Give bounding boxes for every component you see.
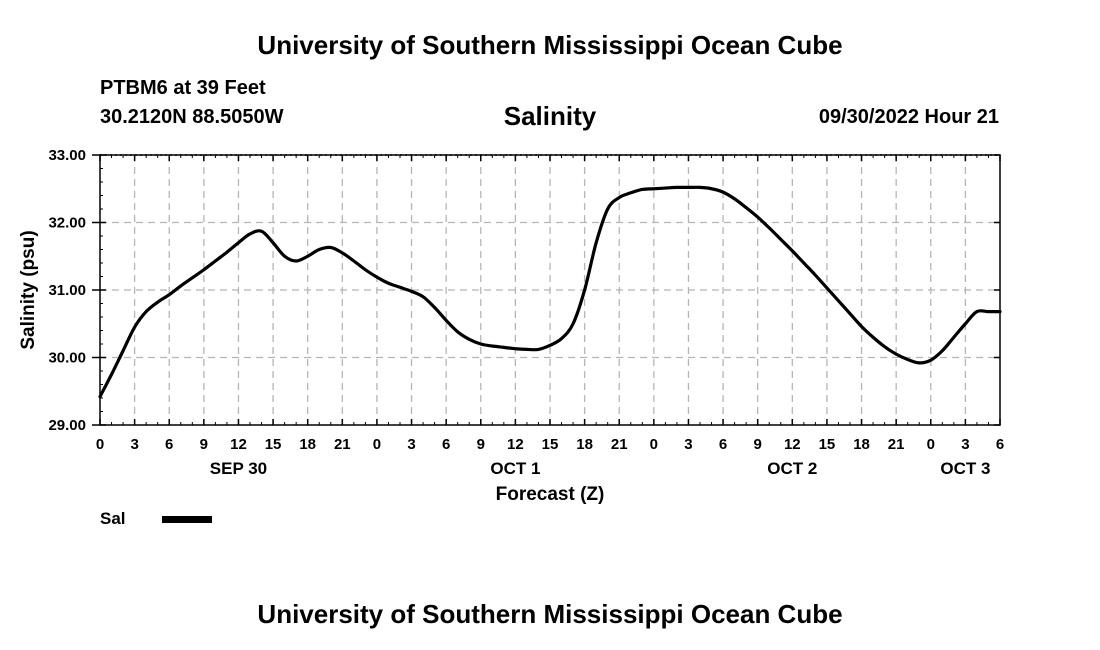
x-tick-label: 9: [200, 436, 208, 453]
x-tick-label: 3: [961, 436, 969, 453]
series-layer: [98, 185, 1002, 399]
x-tick-label: 12: [784, 436, 801, 453]
salinity-series-line: [98, 185, 1002, 399]
x-tick-label: 21: [611, 436, 628, 453]
y-axis-label: Salinity (psu): [18, 230, 39, 349]
y-tick-label: 29.00: [48, 417, 86, 434]
x-tick-label: 9: [754, 436, 762, 453]
plot-frame: [99, 154, 1001, 426]
x-tick-label: 0: [96, 436, 104, 453]
y-tick-label: 30.00: [48, 350, 86, 367]
x-tick-label: 15: [265, 436, 282, 453]
variable-title: Salinity: [503, 101, 597, 131]
x-tick-label: 0: [650, 436, 658, 453]
x-tick-label: 12: [230, 436, 247, 453]
chart-title: University of Southern Mississippi Ocean…: [257, 30, 843, 60]
day-label: OCT 3: [940, 459, 990, 478]
x-tick-label: 18: [576, 436, 593, 453]
day-label: SEP 30: [210, 459, 267, 478]
x-axis-label: Forecast (Z): [496, 484, 605, 505]
x-tick-label: 18: [299, 436, 316, 453]
x-tick-label: 6: [719, 436, 727, 453]
x-tick-label: 6: [165, 436, 173, 453]
x-tick-label: 3: [130, 436, 138, 453]
y-tick-label: 32.00: [48, 215, 86, 232]
x-tick-label: 0: [927, 436, 935, 453]
x-tick-label: 18: [853, 436, 870, 453]
x-tick-label: 15: [542, 436, 559, 453]
legend-label: Sal: [100, 509, 126, 528]
day-label: OCT 2: [767, 459, 817, 478]
forecast-timestamp: 09/30/2022 Hour 21: [818, 106, 999, 128]
x-tick-label: 15: [819, 436, 836, 453]
x-tick-label: 0: [373, 436, 381, 453]
legend-line-swatch: [162, 515, 212, 523]
x-tick-label: 6: [996, 436, 1004, 453]
axis-labels: 0 3 6 9 12 15 18 21 0 3 6 9 12 15 18 21 0 3 6 9 12 15 18 21 0 3 6 2…: [48, 147, 1004, 478]
footer-title: University of Southern Mississippi Ocean…: [257, 599, 843, 629]
grid-lines: [100, 154, 1000, 425]
day-label: OCT 1: [490, 459, 540, 478]
x-tick-label: 21: [888, 436, 905, 453]
y-tick-label: 33.00: [48, 147, 86, 164]
x-tick-label: 3: [407, 436, 415, 453]
x-tick-label: 3: [684, 436, 692, 453]
x-tick-label: 21: [334, 436, 351, 453]
y-tick-label: 31.00: [48, 282, 86, 299]
coordinates-label: 30.2120N 88.5050W: [100, 106, 284, 128]
x-tick-label: 12: [507, 436, 524, 453]
legend: Sal: [100, 509, 212, 529]
station-label: PTBM6 at 39 Feet: [100, 77, 266, 99]
x-tick-label: 9: [477, 436, 485, 453]
x-tick-label: 6: [442, 436, 450, 453]
